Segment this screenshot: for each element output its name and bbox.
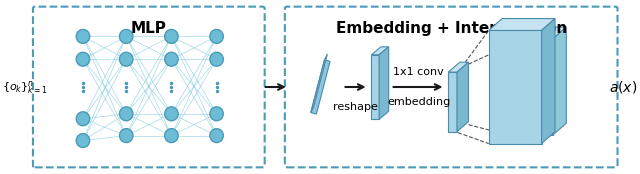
Circle shape — [210, 52, 223, 66]
Circle shape — [164, 107, 178, 121]
Polygon shape — [489, 30, 541, 144]
Polygon shape — [311, 54, 328, 113]
Text: Embedding + Interpolation: Embedding + Interpolation — [335, 21, 567, 35]
Polygon shape — [448, 62, 468, 72]
Text: $a(x)$: $a(x)$ — [609, 79, 637, 95]
Polygon shape — [379, 47, 388, 119]
Circle shape — [76, 52, 90, 66]
Circle shape — [120, 129, 133, 143]
Text: embedding: embedding — [387, 97, 450, 107]
Polygon shape — [311, 60, 330, 114]
Circle shape — [120, 52, 133, 66]
Polygon shape — [553, 27, 566, 135]
Circle shape — [76, 112, 90, 126]
Text: $\{o_k\}_{k=1}^n$: $\{o_k\}_{k=1}^n$ — [2, 78, 49, 96]
FancyBboxPatch shape — [33, 7, 265, 167]
Polygon shape — [371, 55, 379, 119]
Polygon shape — [448, 72, 457, 132]
Circle shape — [120, 29, 133, 43]
Circle shape — [210, 107, 223, 121]
Text: reshape: reshape — [333, 102, 378, 112]
Text: MLP: MLP — [131, 21, 167, 35]
Circle shape — [164, 29, 178, 43]
Polygon shape — [457, 62, 468, 132]
Circle shape — [76, 134, 90, 148]
Polygon shape — [371, 47, 388, 55]
Circle shape — [210, 129, 223, 143]
Circle shape — [76, 29, 90, 43]
Polygon shape — [508, 39, 553, 135]
Text: 1x1 conv: 1x1 conv — [393, 67, 444, 77]
Circle shape — [210, 29, 223, 43]
Circle shape — [120, 107, 133, 121]
Polygon shape — [541, 19, 555, 144]
Circle shape — [164, 52, 178, 66]
FancyBboxPatch shape — [285, 7, 618, 167]
Polygon shape — [489, 19, 555, 30]
Polygon shape — [508, 27, 566, 39]
Circle shape — [164, 129, 178, 143]
